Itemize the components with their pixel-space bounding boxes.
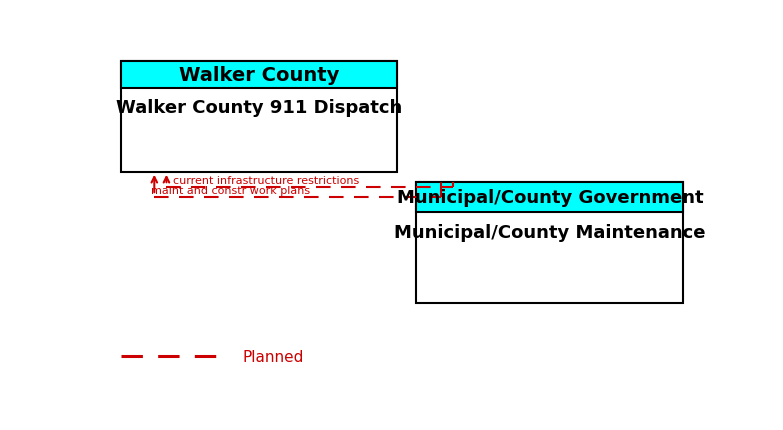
Text: Planned: Planned (242, 349, 304, 364)
Text: Municipal/County Government: Municipal/County Government (397, 188, 703, 206)
Text: maint and constr work plans: maint and constr work plans (151, 185, 310, 195)
Bar (417, 182, 684, 303)
Text: Walker County: Walker County (179, 66, 339, 85)
Text: current infrastructure restrictions: current infrastructure restrictions (172, 175, 359, 185)
Bar (417, 182, 684, 212)
Bar (121, 61, 397, 172)
Bar (121, 61, 397, 89)
Text: Municipal/County Maintenance: Municipal/County Maintenance (394, 224, 705, 242)
Text: Walker County 911 Dispatch: Walker County 911 Dispatch (116, 98, 402, 117)
